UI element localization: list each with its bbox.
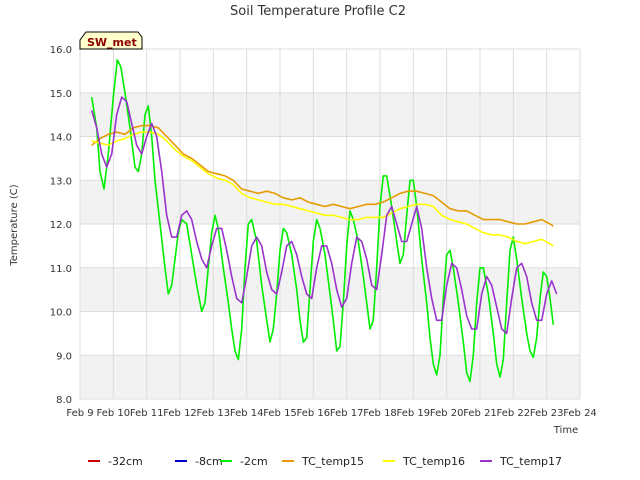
x-tick-label: Feb 13 bbox=[197, 408, 231, 419]
x-tick-label: Feb 9 bbox=[66, 408, 93, 419]
series-line-tctemp17 bbox=[90, 96, 558, 335]
x-tick-label: Feb 21 bbox=[463, 408, 497, 419]
legend-item: -8cm bbox=[175, 455, 223, 468]
chart-title: Soil Temperature Profile C2 bbox=[230, 4, 406, 19]
legend-item: -2cm bbox=[220, 455, 268, 468]
y-tick-label: 16.0 bbox=[50, 45, 72, 56]
legend: -32cm -8cm -2cm TC_temp15 TC_temp16 TC_temp17 bbox=[88, 455, 562, 468]
x-tick-label: Feb 22 bbox=[497, 408, 531, 419]
y-tick-label: 15.0 bbox=[50, 89, 72, 100]
legend-item: -32cm bbox=[88, 455, 143, 468]
legend-label: -2cm bbox=[240, 455, 268, 468]
y-tick-label: 13.0 bbox=[50, 176, 72, 187]
y-axis-label: Temperature (C) bbox=[9, 184, 20, 266]
y-tick-label: 10.0 bbox=[50, 308, 72, 319]
x-tick-label: Feb 24 bbox=[563, 408, 597, 419]
x-tick-label: Feb 14 bbox=[230, 408, 264, 419]
plot-band bbox=[80, 355, 580, 399]
series-line-tctemp16 bbox=[91, 131, 554, 247]
legend-item: TC_temp15 bbox=[282, 455, 364, 468]
x-tick-label: Feb 20 bbox=[430, 408, 464, 419]
x-tick-label: Feb 12 bbox=[163, 408, 197, 419]
y-tick-label: 12.0 bbox=[50, 220, 72, 231]
series-layer bbox=[90, 59, 558, 383]
x-tick-label: Feb 18 bbox=[363, 408, 397, 419]
legend-item: TC_temp17 bbox=[480, 455, 562, 468]
legend-label: -32cm bbox=[108, 455, 143, 468]
station-badge: SW_met bbox=[79, 31, 143, 50]
legend-item: TC_temp16 bbox=[383, 455, 465, 468]
series-line-2cm bbox=[90, 59, 555, 383]
y-tick-label: 9.0 bbox=[56, 351, 72, 362]
y-tick-label: 14.0 bbox=[50, 133, 72, 144]
x-tick-label: Feb 10 bbox=[97, 408, 131, 419]
legend-label: TC_temp17 bbox=[499, 455, 562, 468]
x-tick-label: Feb 16 bbox=[297, 408, 331, 419]
x-tick-label: Feb 11 bbox=[130, 408, 164, 419]
legend-label: TC_temp15 bbox=[301, 455, 364, 468]
series-line-tctemp15 bbox=[91, 124, 554, 227]
legend-label: -8cm bbox=[195, 455, 223, 468]
y-tick-label: 8.0 bbox=[56, 395, 72, 406]
x-tick-label: Feb 17 bbox=[330, 408, 364, 419]
x-axis-label: Time bbox=[553, 425, 578, 436]
x-tick-label: Feb 19 bbox=[397, 408, 431, 419]
x-tick-label: Feb 15 bbox=[263, 408, 297, 419]
x-tick-label: Feb 23 bbox=[530, 408, 564, 419]
y-tick-label: 11.0 bbox=[50, 264, 72, 275]
legend-label: TC_temp16 bbox=[402, 455, 465, 468]
plot-band bbox=[80, 92, 580, 137]
axes: 8.0 9.0 10.0 11.0 12.0 13.0 14.0 15.0 16.0 Feb 9 F… bbox=[50, 45, 597, 419]
station-badge-label: SW_met bbox=[87, 36, 137, 49]
